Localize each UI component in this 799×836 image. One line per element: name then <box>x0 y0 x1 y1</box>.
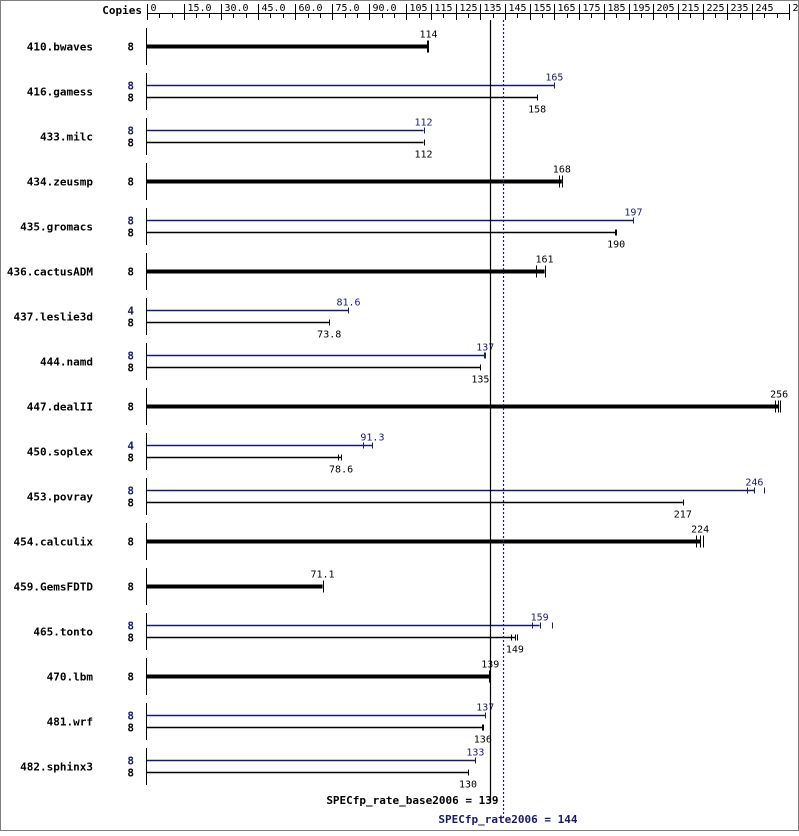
base-copies: 8 <box>127 536 134 549</box>
x-tick-label: 165 <box>558 3 576 14</box>
x-tick-label: 15.0 <box>188 3 212 14</box>
peak-value-label: 197 <box>624 208 642 219</box>
benchmark-label: 482.sphinx3 <box>20 761 93 774</box>
base-copies: 8 <box>127 401 134 414</box>
peak-value-label: 81.6 <box>336 298 360 309</box>
benchmark-label: 435.gromacs <box>20 221 93 234</box>
x-tick-label: 175 <box>583 3 601 14</box>
base-copies: 8 <box>127 722 134 735</box>
base-reference-label: SPECfp_rate_base2006 = 139 <box>326 794 498 807</box>
base-value-label: 224 <box>691 525 709 536</box>
base-copies: 8 <box>127 497 134 510</box>
x-tick-label: 90.0 <box>373 3 397 14</box>
peak-value-label: 246 <box>745 478 763 489</box>
x-tick-label: 75.0 <box>336 3 360 14</box>
x-tick-label: 215 <box>682 3 700 14</box>
peak-value-label: 159 <box>531 613 549 624</box>
x-tick-label: 155 <box>534 3 552 14</box>
base-value-label: 217 <box>674 510 692 521</box>
x-tick-label: 135 <box>484 3 502 14</box>
benchmark-label: 444.namd <box>40 356 93 369</box>
base-copies: 8 <box>127 581 134 594</box>
base-value-label: 135 <box>471 375 489 386</box>
base-value-label: 78.6 <box>329 465 353 476</box>
copies-header: Copies <box>102 4 142 17</box>
base-copies: 8 <box>127 41 134 54</box>
base-copies: 8 <box>127 227 134 240</box>
peak-value-label: 137 <box>476 343 494 354</box>
base-value-label: 71.1 <box>311 570 335 581</box>
base-copies: 8 <box>127 671 134 684</box>
base-copies: 8 <box>127 767 134 780</box>
x-tick-label: 105 <box>410 3 428 14</box>
benchmark-label: 447.dealII <box>27 401 93 414</box>
benchmark-label: 459.GemsFDTD <box>14 581 94 594</box>
base-value-label: 168 <box>553 165 571 176</box>
benchmark-label: 454.calculix <box>14 536 94 549</box>
peak-reference-label: SPECfp_rate2006 = 144 <box>438 813 577 826</box>
base-copies: 8 <box>127 632 134 645</box>
base-copies: 8 <box>127 92 134 105</box>
peak-value-label: 91.3 <box>360 433 384 444</box>
x-tick-label: 185 <box>608 3 626 14</box>
peak-value-label: 137 <box>476 703 494 714</box>
x-tick-label: 205 <box>657 3 675 14</box>
base-value-label: 130 <box>459 780 477 791</box>
base-value-label: 114 <box>419 30 437 41</box>
base-copies: 8 <box>127 266 134 279</box>
x-tick-label: 245 <box>756 3 774 14</box>
base-value-label: 158 <box>528 105 546 116</box>
x-tick-label: 0 <box>151 3 157 14</box>
base-value-label: 149 <box>506 645 524 656</box>
base-value-label: 190 <box>607 240 625 251</box>
benchmark-label: 453.povray <box>27 491 94 504</box>
benchmark-label: 465.tonto <box>33 626 93 639</box>
base-value-label: 73.8 <box>317 330 341 341</box>
base-value-label: 161 <box>536 255 554 266</box>
base-value-label: 112 <box>415 150 433 161</box>
base-value-label: 256 <box>770 390 788 401</box>
benchmark-label: 481.wrf <box>47 716 93 729</box>
x-tick-label: 30.0 <box>225 3 249 14</box>
peak-value-label: 165 <box>545 73 563 84</box>
base-copies: 8 <box>127 452 134 465</box>
x-tick-label: 125 <box>460 3 478 14</box>
x-tick-label: 145 <box>509 3 527 14</box>
benchmark-label: 416.gamess <box>27 86 93 99</box>
base-copies: 8 <box>127 176 134 189</box>
x-tick-label: 195 <box>633 3 651 14</box>
x-tick-label: 260 <box>793 3 799 14</box>
benchmark-label: 450.soplex <box>27 446 94 459</box>
x-tick-label: 235 <box>731 3 749 14</box>
benchmark-label: 434.zeusmp <box>27 176 94 189</box>
peak-value-label: 112 <box>415 118 433 129</box>
peak-value-label: 133 <box>466 748 484 759</box>
x-tick-label: 45.0 <box>262 3 286 14</box>
benchmark-label: 410.bwaves <box>27 41 93 54</box>
x-tick-label: 115 <box>435 3 453 14</box>
base-value-label: 136 <box>474 735 492 746</box>
base-copies: 8 <box>127 362 134 375</box>
base-copies: 8 <box>127 317 134 330</box>
benchmark-label: 436.cactusADM <box>7 266 93 279</box>
benchmark-label: 437.leslie3d <box>14 311 93 324</box>
base-copies: 8 <box>127 137 134 150</box>
x-tick-label: 60.0 <box>299 3 323 14</box>
benchmark-label: 433.milc <box>40 131 93 144</box>
benchmark-label: 470.lbm <box>47 671 94 684</box>
x-tick-label: 225 <box>707 3 725 14</box>
